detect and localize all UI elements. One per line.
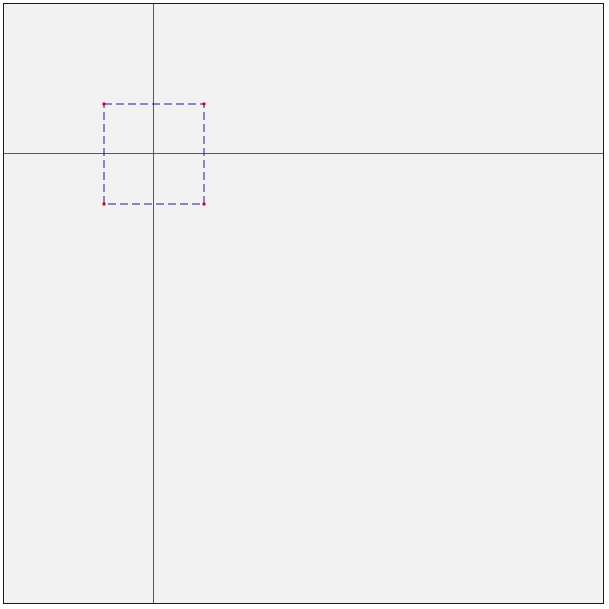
selection-rectangle[interactable] [103,103,205,205]
selection-handle-bottom-right[interactable] [202,202,206,206]
drawing-canvas[interactable] [3,3,604,604]
selection-handle-top-right[interactable] [202,102,206,106]
selection-handle-top-left[interactable] [102,102,106,106]
canvas-surface[interactable] [4,4,603,603]
selection-handle-bottom-left[interactable] [102,202,106,206]
